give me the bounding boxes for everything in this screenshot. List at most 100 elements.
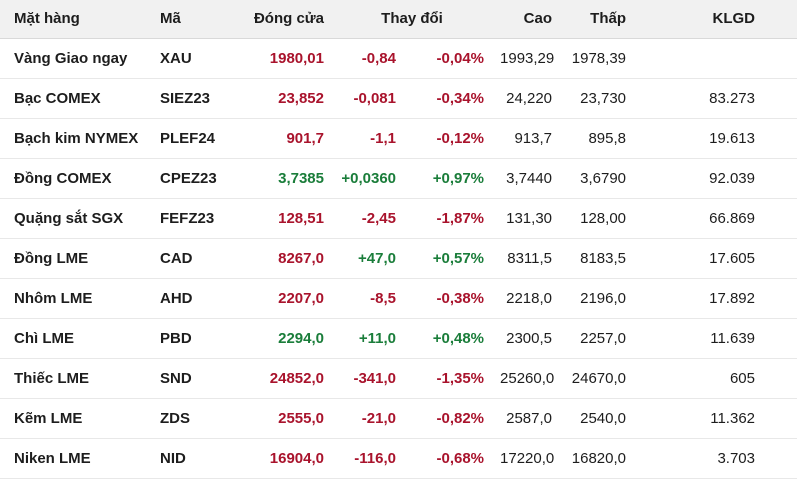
cell-low: 2257,0	[560, 318, 635, 359]
cell-change: -116,0	[332, 438, 404, 479]
table-row: Đồng COMEX CPEZ23 3,7385 +0,0360 +0,97% 3,744…	[0, 158, 797, 199]
cell-close: 1980,01	[240, 38, 332, 79]
cell-change-pct: -0,34%	[404, 78, 493, 119]
cell-code: CPEZ23	[152, 158, 240, 199]
cell-volume: 3.703	[634, 438, 797, 479]
cell-item: Đồng COMEX	[0, 158, 152, 199]
cell-low: 1978,39	[560, 38, 635, 79]
cell-low: 8183,5	[560, 238, 635, 279]
col-header-high: Cao	[492, 0, 561, 39]
table-row: Thiếc LME SND 24852,0 -341,0 -1,35% 25260,0 24…	[0, 358, 797, 399]
cell-close: 2207,0	[240, 278, 332, 319]
cell-change: +11,0	[332, 318, 404, 359]
table-row: Bạch kim NYMEX PLEF24 901,7 -1,1 -0,12% 913,7…	[0, 118, 797, 159]
cell-change-pct: +0,48%	[404, 318, 493, 359]
cell-volume	[634, 38, 797, 79]
table-row: Chì LME PBD 2294,0 +11,0 +0,48% 2300,5 2257,0 1…	[0, 318, 797, 359]
cell-high: 2218,0	[492, 278, 561, 319]
cell-change-pct: -1,35%	[404, 358, 493, 399]
cell-change-pct: -0,68%	[404, 438, 493, 479]
cell-code: NID	[152, 438, 240, 479]
cell-code: SND	[152, 358, 240, 399]
cell-item: Bạch kim NYMEX	[0, 118, 152, 159]
cell-change-pct: -1,87%	[404, 198, 493, 239]
cell-close: 2294,0	[240, 318, 332, 359]
cell-volume: 17.605	[634, 238, 797, 279]
cell-low: 128,00	[560, 198, 635, 239]
cell-close: 8267,0	[240, 238, 332, 279]
cell-change-pct: -0,12%	[404, 118, 493, 159]
cell-close: 23,852	[240, 78, 332, 119]
cell-high: 2300,5	[492, 318, 561, 359]
cell-item: Niken LME	[0, 438, 152, 479]
cell-change-pct: +0,97%	[404, 158, 493, 199]
cell-change: -341,0	[332, 358, 404, 399]
cell-volume: 11.639	[634, 318, 797, 359]
cell-item: Vàng Giao ngay	[0, 38, 152, 79]
table-row: Đồng LME CAD 8267,0 +47,0 +0,57% 8311,5 8183,5…	[0, 238, 797, 279]
cell-item: Thiếc LME	[0, 358, 152, 399]
cell-high: 913,7	[492, 118, 561, 159]
cell-close: 24852,0	[240, 358, 332, 399]
cell-code: XAU	[152, 38, 240, 79]
col-header-code: Mã	[152, 0, 240, 39]
cell-item: Quặng sắt SGX	[0, 198, 152, 239]
cell-item: Bạc COMEX	[0, 78, 152, 119]
cell-change: -0,081	[332, 78, 404, 119]
cell-high: 25260,0	[492, 358, 561, 399]
table-row: Kẽm LME ZDS 2555,0 -21,0 -0,82% 2587,0 2540,0 1…	[0, 398, 797, 439]
cell-change-pct: -0,04%	[404, 38, 493, 79]
table-row: Quặng sắt SGX FEFZ23 128,51 -2,45 -1,87% 131,…	[0, 198, 797, 239]
cell-volume: 92.039	[634, 158, 797, 199]
cell-close: 2555,0	[240, 398, 332, 439]
col-header-close: Đóng cửa	[240, 0, 332, 39]
cell-high: 1993,29	[492, 38, 561, 79]
cell-change: +0,0360	[332, 158, 404, 199]
col-header-low: Thấp	[560, 0, 635, 39]
cell-high: 3,7440	[492, 158, 561, 199]
cell-close: 16904,0	[240, 438, 332, 479]
cell-close: 3,7385	[240, 158, 332, 199]
col-header-change: Thay đổi	[332, 0, 493, 39]
cell-volume: 83.273	[634, 78, 797, 119]
header-row: Mặt hàng Mã Đóng cửa Thay đổi Cao Thấp K…	[0, 0, 797, 39]
col-header-volume: KLGD	[634, 0, 797, 39]
cell-volume: 605	[634, 358, 797, 399]
table-body: Vàng Giao ngay XAU 1980,01 -0,84 -0,04% 1993,…	[0, 38, 797, 479]
cell-change: -21,0	[332, 398, 404, 439]
cell-volume: 11.362	[634, 398, 797, 439]
cell-low: 3,6790	[560, 158, 635, 199]
cell-code: SIEZ23	[152, 78, 240, 119]
cell-close: 901,7	[240, 118, 332, 159]
cell-code: AHD	[152, 278, 240, 319]
cell-low: 24670,0	[560, 358, 635, 399]
cell-high: 131,30	[492, 198, 561, 239]
cell-change: -8,5	[332, 278, 404, 319]
col-header-item: Mặt hàng	[0, 0, 152, 39]
cell-high: 8311,5	[492, 238, 561, 279]
cell-change: +47,0	[332, 238, 404, 279]
table-header: Mặt hàng Mã Đóng cửa Thay đổi Cao Thấp K…	[0, 0, 797, 39]
cell-low: 2196,0	[560, 278, 635, 319]
cell-low: 23,730	[560, 78, 635, 119]
cell-code: PLEF24	[152, 118, 240, 159]
table-row: Bạc COMEX SIEZ23 23,852 -0,081 -0,34% 24,220 2…	[0, 78, 797, 119]
cell-code: PBD	[152, 318, 240, 359]
table-row: Niken LME NID 16904,0 -116,0 -0,68% 17220,0 16…	[0, 438, 797, 479]
cell-low: 895,8	[560, 118, 635, 159]
cell-low: 2540,0	[560, 398, 635, 439]
cell-item: Chì LME	[0, 318, 152, 359]
cell-item: Kẽm LME	[0, 398, 152, 439]
cell-change: -1,1	[332, 118, 404, 159]
cell-change: -2,45	[332, 198, 404, 239]
cell-low: 16820,0	[560, 438, 635, 479]
cell-code: ZDS	[152, 398, 240, 439]
cell-high: 24,220	[492, 78, 561, 119]
cell-code: CAD	[152, 238, 240, 279]
cell-item: Đồng LME	[0, 238, 152, 279]
cell-high: 17220,0	[492, 438, 561, 479]
cell-change: -0,84	[332, 38, 404, 79]
table-row: Nhôm LME AHD 2207,0 -8,5 -0,38% 2218,0 2196,0 1…	[0, 278, 797, 319]
